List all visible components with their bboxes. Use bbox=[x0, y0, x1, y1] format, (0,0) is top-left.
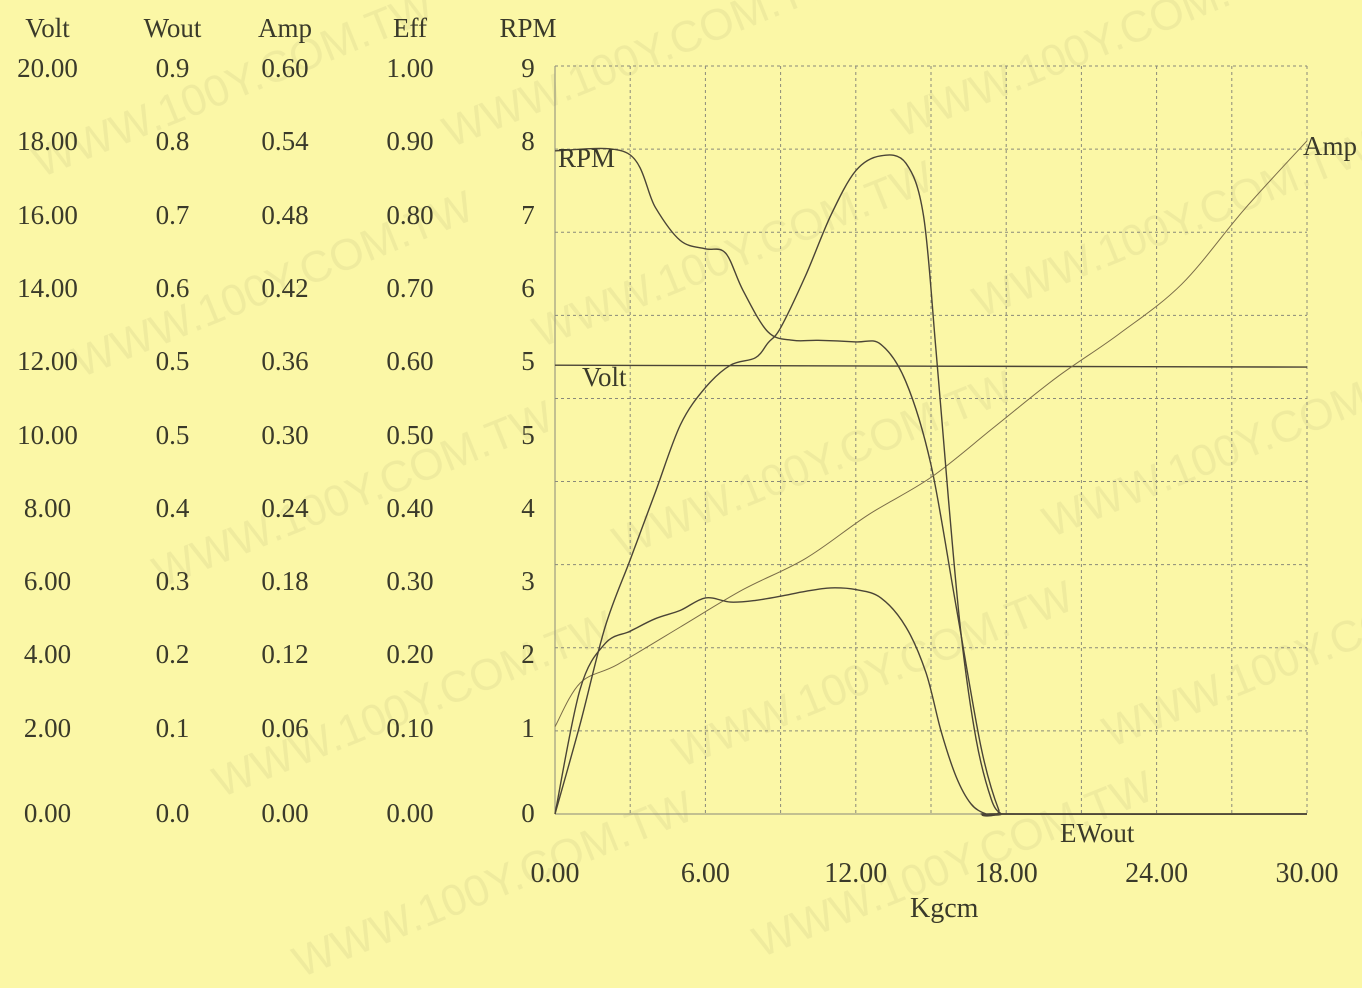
table-cell-wout: 0.6 bbox=[155, 272, 190, 303]
series-label-amp: Amp bbox=[1303, 131, 1357, 161]
table-cell-amp: 0.42 bbox=[261, 272, 309, 303]
table-cell-rpm: 9 bbox=[521, 53, 535, 83]
table-cell-amp: 0.00 bbox=[261, 798, 309, 828]
table-cell-eff: 0.50 bbox=[386, 419, 434, 450]
header-rpm: RPM bbox=[499, 13, 557, 43]
table-cell-wout: 0.3 bbox=[155, 566, 190, 597]
table-cell-wout: 0.9 bbox=[155, 53, 190, 83]
table-cell-volt: 12.00 bbox=[17, 346, 78, 377]
table-cell-amp: 0.48 bbox=[261, 199, 309, 230]
table-cell-volt: 2.00 bbox=[23, 712, 72, 743]
table-cell-eff: 0.20 bbox=[386, 639, 434, 670]
table-cell-volt: 20.00 bbox=[17, 53, 78, 83]
table-cell-amp: 0.54 bbox=[261, 126, 309, 157]
table-cell-eff: 0.30 bbox=[386, 566, 434, 597]
table-cell-wout: 0.1 bbox=[155, 712, 190, 743]
table-cell-volt: 6.00 bbox=[23, 566, 72, 597]
table-cell-wout: 0.0 bbox=[155, 798, 190, 828]
table-cell-volt: 14.00 bbox=[17, 272, 78, 303]
table-cell-wout: 0.7 bbox=[155, 199, 190, 230]
x-tick-label: 24.00 bbox=[1125, 858, 1189, 889]
x-tick-label: 30.00 bbox=[1275, 858, 1339, 889]
table-cell-eff: 0.10 bbox=[386, 712, 434, 743]
table-cell-amp: 0.24 bbox=[261, 492, 309, 523]
performance-chart bbox=[554, 65, 1308, 817]
series-label-volt: Volt bbox=[582, 362, 627, 392]
header-wout: Wout bbox=[143, 13, 202, 43]
table-cell-wout: 0.8 bbox=[155, 126, 190, 157]
table-cell-rpm: 0 bbox=[521, 798, 535, 828]
table-cell-volt: 4.00 bbox=[23, 639, 72, 670]
table-cell-rpm: 7 bbox=[521, 199, 535, 230]
table-cell-rpm: 3 bbox=[521, 566, 535, 597]
table-cell-rpm: 6 bbox=[521, 272, 535, 303]
motor-curve-sheet: WWW.100Y.COM.TW WWW.100Y.COM.TW WWW.100Y.C… bbox=[17, 0, 1362, 988]
table-cell-rpm: 5 bbox=[521, 346, 535, 377]
table-cell-eff: 0.40 bbox=[386, 492, 434, 523]
header-volt: Volt bbox=[25, 13, 70, 43]
header-eff: Eff bbox=[393, 13, 427, 43]
table-cell-amp: 0.36 bbox=[261, 346, 309, 377]
table-cell-eff: 0.00 bbox=[386, 798, 434, 828]
table-cell-rpm: 8 bbox=[521, 126, 535, 157]
table-cell-rpm: 4 bbox=[521, 492, 535, 523]
header-amp: Amp bbox=[258, 13, 312, 43]
series-line-wout bbox=[554, 587, 1307, 816]
table-cell-wout: 0.2 bbox=[155, 639, 190, 670]
table-cell-eff: 0.80 bbox=[386, 199, 434, 230]
table-cell-volt: 10.00 bbox=[17, 419, 78, 450]
x-tick-label: 6.00 bbox=[680, 858, 730, 889]
series-line-amp bbox=[554, 140, 1308, 727]
table-cell-amp: 0.12 bbox=[261, 639, 309, 670]
table-cell-amp: 0.18 bbox=[261, 566, 309, 597]
table-cell-volt: 18.00 bbox=[17, 126, 78, 157]
table-cell-volt: 8.00 bbox=[23, 492, 72, 523]
series-line-rpm bbox=[554, 147, 1308, 817]
x-tick-label: 12.00 bbox=[824, 858, 888, 889]
table-cell-eff: 1.00 bbox=[386, 53, 434, 83]
x-tick-label: 18.00 bbox=[974, 858, 1038, 889]
table-cell-amp: 0.60 bbox=[261, 53, 309, 83]
x-tick-label: 0.00 bbox=[530, 858, 580, 889]
table-cell-volt: 16.00 bbox=[17, 199, 78, 230]
x-axis-label: Kgcm bbox=[910, 893, 979, 924]
table-cell-rpm: 1 bbox=[521, 712, 535, 743]
table-cell-volt: 0.00 bbox=[23, 798, 72, 828]
table-cell-wout: 0.5 bbox=[155, 419, 190, 450]
table-cell-eff: 0.70 bbox=[386, 272, 434, 303]
table-cell-rpm: 2 bbox=[521, 639, 535, 670]
table-cell-amp: 0.06 bbox=[261, 712, 309, 743]
table-cell-amp: 0.30 bbox=[261, 419, 309, 450]
series-label-eff-wout: EWout bbox=[1060, 818, 1135, 848]
table-cell-eff: 0.90 bbox=[386, 126, 434, 157]
series-line-eff bbox=[554, 154, 1307, 816]
table-cell-rpm: 5 bbox=[521, 419, 535, 450]
table-cell-wout: 0.5 bbox=[155, 346, 190, 377]
table-cell-wout: 0.4 bbox=[155, 492, 190, 523]
series-label-rpm: RPM bbox=[558, 143, 616, 173]
series-line-volt bbox=[554, 364, 1308, 368]
table-cell-eff: 0.60 bbox=[386, 346, 434, 377]
